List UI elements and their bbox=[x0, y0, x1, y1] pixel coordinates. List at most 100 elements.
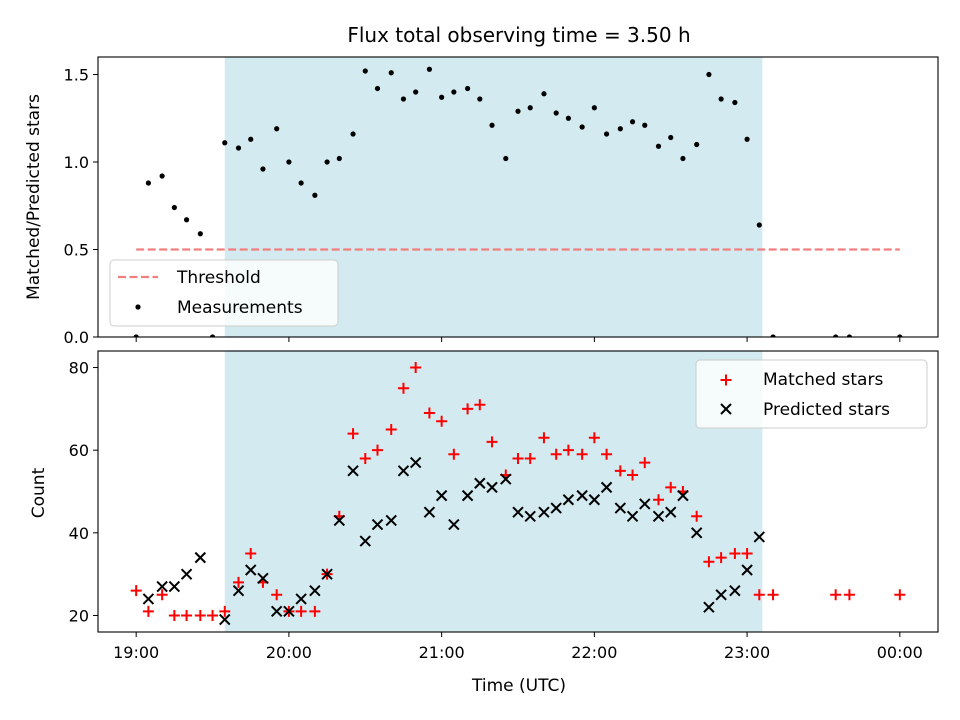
measurement-point bbox=[680, 155, 686, 162]
axes-frame bbox=[97, 56, 939, 338]
measurement-point bbox=[209, 334, 216, 337]
measurement-point bbox=[324, 159, 330, 165]
axes-frame bbox=[97, 350, 939, 633]
measurement-point bbox=[617, 126, 623, 132]
matched-star-point bbox=[512, 452, 524, 464]
measurement-point bbox=[642, 122, 648, 128]
predicted-star-point bbox=[524, 510, 536, 523]
y-tick-label: 0.5 bbox=[64, 241, 89, 260]
legend: Matched stars Predicted stars bbox=[695, 359, 928, 429]
matched-star-point bbox=[385, 424, 397, 436]
predicted-star-point bbox=[448, 518, 460, 531]
matched-star-point bbox=[436, 415, 448, 427]
matched-star-point bbox=[130, 585, 142, 597]
measurement-point bbox=[298, 180, 304, 186]
predicted-star-point bbox=[461, 489, 474, 502]
matched-star-point bbox=[653, 494, 665, 506]
measurement-point bbox=[171, 204, 177, 211]
predicted-star-point bbox=[677, 489, 689, 502]
y-tick-label: 80 bbox=[69, 359, 89, 378]
count-plot: 19:00 20:00 21:00 22:00 23:00 00:00 20 40 60 80 Ma… bbox=[69, 350, 939, 662]
measurement-point bbox=[668, 134, 674, 141]
matched-star-point bbox=[245, 547, 257, 559]
legend-predicted-swatch bbox=[720, 403, 732, 415]
predicted-star-point bbox=[715, 589, 727, 601]
x-tick-label: 23:00 bbox=[724, 643, 770, 662]
measurement-point bbox=[260, 166, 266, 172]
measurement-point bbox=[756, 222, 762, 228]
y-tick-label: 60 bbox=[69, 441, 89, 460]
matched-star-point bbox=[703, 556, 715, 568]
matched-star-point bbox=[715, 552, 727, 564]
measurement-point bbox=[400, 96, 407, 102]
matched-star-point bbox=[448, 448, 460, 460]
predicted-star-point bbox=[347, 465, 359, 477]
measurement-point bbox=[553, 110, 559, 116]
measurement-point bbox=[159, 173, 165, 179]
measurement-point bbox=[565, 115, 572, 121]
measurement-point bbox=[451, 89, 457, 95]
measurement-point bbox=[744, 136, 750, 142]
predicted-star-point bbox=[741, 564, 753, 576]
matched-star-point bbox=[423, 407, 435, 419]
predicted-star-point bbox=[550, 502, 562, 514]
matched-star-point bbox=[576, 448, 588, 460]
x-tick-label: 00:00 bbox=[877, 643, 923, 662]
matched-star-point bbox=[639, 457, 651, 469]
predicted-star-point bbox=[588, 494, 601, 506]
measurement-point bbox=[527, 105, 533, 111]
matched-star-point bbox=[486, 436, 498, 448]
predicted-star-point bbox=[512, 506, 524, 518]
predicted-star-point bbox=[333, 514, 346, 527]
measurement-point bbox=[222, 140, 228, 146]
matched-star-point bbox=[410, 362, 422, 374]
predicted-star-point bbox=[359, 535, 371, 547]
measurement-point bbox=[374, 85, 381, 92]
matched-star-point bbox=[168, 609, 180, 621]
predicted-star-point bbox=[257, 572, 269, 584]
x-axis-label: Time (UTC) bbox=[471, 676, 566, 696]
measurement-point bbox=[197, 231, 203, 237]
measurement-point bbox=[426, 66, 433, 72]
matched-star-point bbox=[462, 403, 474, 415]
x-tick-label: 21:00 bbox=[419, 643, 465, 662]
measurement-point bbox=[439, 94, 445, 100]
observing-span bbox=[224, 351, 763, 632]
matched-star-point bbox=[691, 510, 703, 522]
measurement-point bbox=[503, 155, 509, 162]
measurement-point bbox=[732, 99, 738, 106]
matched-star-point bbox=[741, 547, 753, 559]
legend-threshold-label: Threshold bbox=[176, 268, 261, 288]
matched-star-point bbox=[538, 432, 550, 444]
predicted-star-point bbox=[626, 510, 639, 523]
predicted-star-point bbox=[576, 489, 588, 502]
measurement-point bbox=[897, 334, 903, 337]
y-tick-label: 1.0 bbox=[64, 153, 89, 172]
measurement-point bbox=[655, 143, 662, 149]
matched-star-point bbox=[233, 576, 245, 588]
legend-predicted-label: Predicted stars bbox=[763, 400, 890, 420]
predicted-star-point bbox=[371, 518, 384, 531]
matched-star-point bbox=[753, 589, 765, 601]
y-tick-label: 1.5 bbox=[64, 66, 89, 85]
matched-star-point bbox=[142, 605, 154, 617]
chart-title: Flux total observing time = 3.50 h bbox=[347, 23, 690, 47]
legend-measurements-label: Measurements bbox=[177, 298, 303, 318]
measurement-point bbox=[833, 334, 839, 337]
matched-star-point bbox=[295, 605, 307, 617]
measurement-point bbox=[274, 126, 280, 132]
legend-matched-label: Matched stars bbox=[763, 370, 883, 390]
predicted-star-point bbox=[474, 477, 486, 489]
measurement-point bbox=[362, 68, 368, 74]
matched-star-point bbox=[309, 605, 321, 617]
measurement-point bbox=[477, 96, 483, 102]
predicted-star-point bbox=[180, 568, 193, 580]
matched-star-point bbox=[601, 448, 613, 460]
predicted-star-point bbox=[194, 551, 207, 564]
predicted-star-point bbox=[385, 514, 397, 527]
measurement-point bbox=[541, 91, 547, 97]
top-y-axis-label: Matched/Predicted stars bbox=[24, 94, 44, 300]
predicted-star-point bbox=[156, 580, 168, 593]
matched-star-point bbox=[550, 448, 562, 460]
x-tick-label: 22:00 bbox=[571, 643, 617, 662]
